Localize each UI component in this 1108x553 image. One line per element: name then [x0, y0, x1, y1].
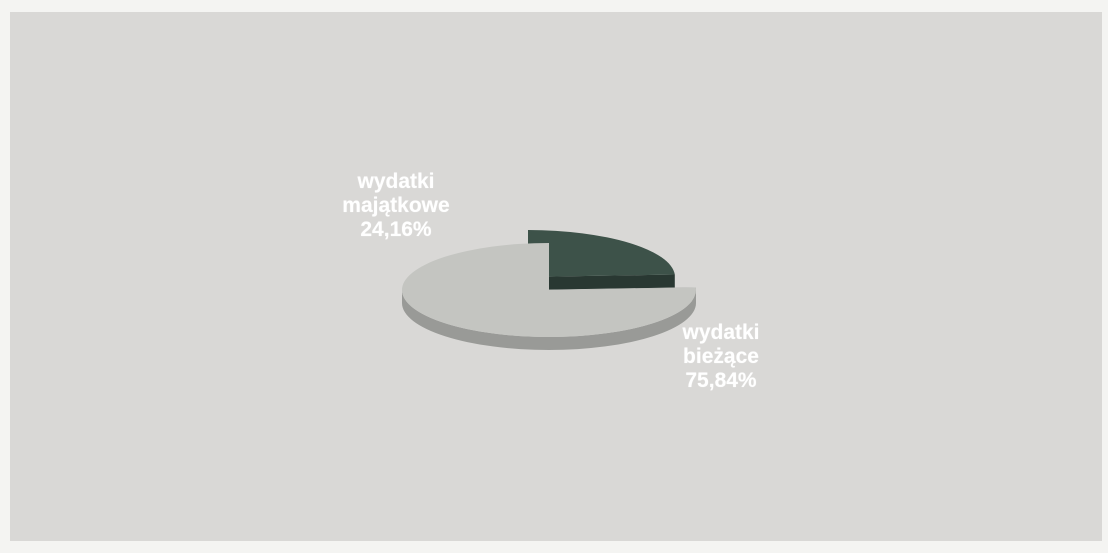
slice-label-biezace: wydatki bieżące 75,84%: [656, 321, 786, 393]
pie-slice-biece-side: [402, 290, 696, 350]
pie-slice-biece: [401, 243, 696, 350]
pie-slice-majtkowe-wall-1: [528, 274, 675, 290]
pie-slice-majtkowe: [528, 230, 675, 290]
pie-slice-majtkowe-top: [528, 230, 675, 277]
slice-label-majatkowe: wydatki majątkowe 24,16%: [316, 170, 476, 242]
slice-label-majatkowe-line2: majątkowe: [342, 194, 450, 217]
slice-label-majatkowe-line1: wydatki: [357, 170, 435, 193]
pie-slice-biece-top: [401, 243, 696, 338]
slice-label-biezace-value: 75,84%: [685, 369, 757, 392]
slice-label-majatkowe-value: 24,16%: [360, 218, 432, 241]
slice-label-biezace-line2: bieżące: [683, 345, 759, 368]
slice-label-biezace-line1: wydatki: [682, 321, 760, 344]
